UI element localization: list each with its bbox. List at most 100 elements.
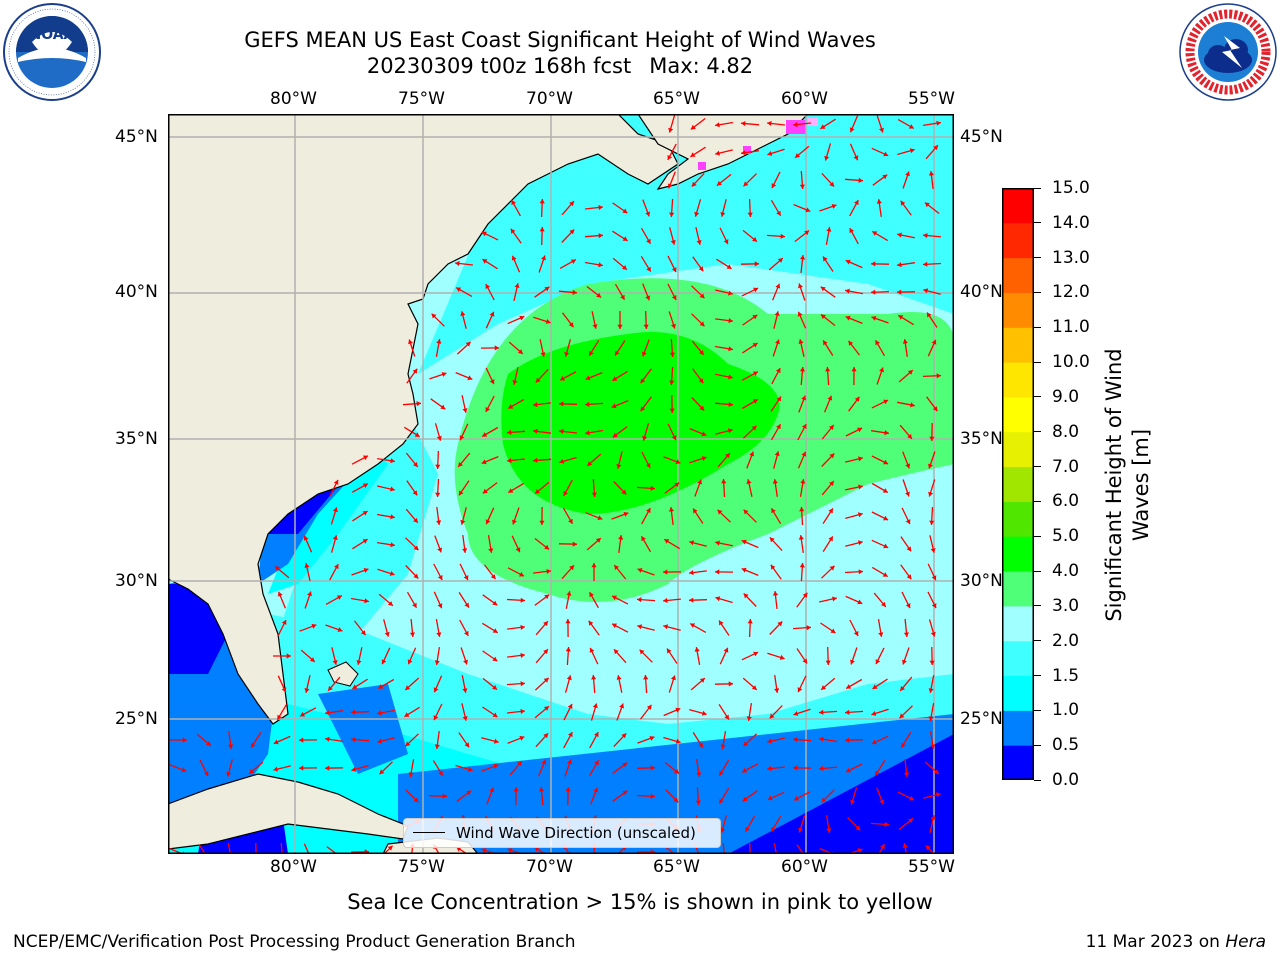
wave-direction-arrowhead <box>325 736 330 742</box>
wave-direction-arrowhead <box>565 787 571 792</box>
wave-direction-arrowhead <box>905 519 911 525</box>
wave-direction-arrowhead <box>377 738 382 744</box>
wave-direction-arrowhead <box>929 436 935 441</box>
nws-logo <box>1179 3 1277 101</box>
wave-direction-arrowhead <box>645 463 651 468</box>
wave-direction-arrowhead <box>459 490 464 496</box>
wave-direction-arrowhead <box>857 540 863 546</box>
wave-direction-arrowhead <box>390 458 395 464</box>
colorbar-tick-label: 0.5 <box>1052 735 1080 756</box>
wave-direction-arrowhead <box>434 660 440 665</box>
wave-direction-arrowhead <box>511 200 516 206</box>
colorbar-tick-mark <box>1034 744 1041 746</box>
wave-direction-arrowhead <box>671 435 677 441</box>
wave-direction-arrowhead <box>277 591 283 597</box>
wave-direction-arrowhead <box>794 795 799 801</box>
wave-zone-1-0m-coast <box>268 444 388 594</box>
wave-direction-arrowhead <box>205 741 211 746</box>
wave-direction-arrowhead <box>377 710 382 716</box>
wave-direction-arrowhead <box>612 432 618 438</box>
lat-tick-right: 45°N <box>960 127 1003 147</box>
map-frame <box>168 114 954 854</box>
wave-direction-arrowhead <box>717 509 723 515</box>
wave-direction-arrowhead <box>592 324 598 329</box>
wave-direction-arrowhead <box>511 255 517 261</box>
colorbar-tick-mark <box>1034 675 1041 677</box>
wave-direction-arrowhead <box>594 732 599 738</box>
wave-direction-arrowhead <box>720 744 726 749</box>
wave-direction-arrowhead <box>408 772 414 777</box>
wave-direction-arrowhead <box>882 572 888 577</box>
wave-direction-arrowhead <box>849 228 854 234</box>
wave-direction-arrowhead <box>691 181 697 187</box>
wave-direction-arrowhead <box>799 563 805 568</box>
wave-direction-arrowhead <box>304 688 310 693</box>
wave-direction-arrowhead <box>540 352 546 357</box>
wave-direction-arrowhead <box>696 240 702 245</box>
wave-direction-arrowhead <box>897 289 902 295</box>
wave-direction-arrowhead <box>845 288 850 294</box>
wave-direction-arrowhead <box>928 716 934 721</box>
wave-direction-arrowhead <box>433 687 439 693</box>
wave-direction-arrowhead <box>801 424 807 429</box>
lon-tick-top: 70°W <box>526 89 573 109</box>
wave-direction-arrowhead <box>774 688 780 693</box>
lat-tick-left: 30°N <box>115 571 158 591</box>
wave-direction-arrowhead <box>699 321 705 327</box>
wave-direction-arrowhead <box>442 793 447 799</box>
wave-direction-arrowhead <box>559 401 564 407</box>
wave-direction-arrowhead <box>360 630 366 636</box>
wave-direction-arrow <box>819 847 835 854</box>
wave-direction-arrowhead <box>724 714 729 720</box>
wave-zone-1-5m-west <box>278 414 438 654</box>
wave-direction-arrowhead <box>325 710 330 716</box>
wave-direction-arrowhead <box>831 204 837 209</box>
wave-direction-arrowhead <box>623 511 629 517</box>
wave-direction-arrowhead <box>332 660 338 665</box>
wave-direction-arrowhead <box>591 492 597 497</box>
wave-direction-arrowhead <box>830 628 836 633</box>
wave-direction-arrowhead <box>857 427 863 433</box>
wave-direction-arrowhead <box>612 623 617 629</box>
wave-direction-arrowhead <box>566 591 572 596</box>
wave-direction-arrowhead <box>492 628 498 633</box>
wave-direction-arrowhead <box>508 404 514 409</box>
wave-direction-arrowhead <box>489 311 495 317</box>
wave-direction-arrowhead <box>747 619 753 624</box>
colorbar-tick-mark <box>1034 779 1041 781</box>
wave-direction-arrowhead <box>413 462 418 467</box>
wave-direction-arrowhead <box>663 569 668 575</box>
wave-direction-arrowhead <box>541 255 546 261</box>
wave-direction-arrowhead <box>585 375 591 381</box>
colorbar-tick-label: 1.0 <box>1052 700 1080 721</box>
wave-direction-arrowhead <box>751 425 757 431</box>
wave-direction-arrowhead <box>699 678 705 683</box>
noaa-logo: NOAA <box>3 3 101 101</box>
wave-direction-arrowhead <box>806 625 811 631</box>
wave-direction-arrowhead <box>650 793 655 799</box>
wave-direction-arrowhead <box>275 566 280 571</box>
wave-direction-arrowhead <box>858 456 863 462</box>
wave-direction-arrowhead <box>743 181 749 187</box>
wave-direction-arrowhead <box>829 565 835 571</box>
wave-direction-arrowhead <box>673 797 679 803</box>
wave-direction-arrowhead <box>622 790 628 796</box>
wave-direction-arrowhead <box>507 429 512 435</box>
wave-direction-arrowhead <box>441 372 447 377</box>
map-legend: Wind Wave Direction (unscaled) <box>403 818 721 848</box>
wave-direction-arrowhead <box>464 742 470 748</box>
colorbar-segment <box>1002 745 1034 780</box>
wave-direction-arrowhead <box>725 453 730 459</box>
wave-direction-arrowhead <box>460 311 466 317</box>
wave-direction-arrowhead <box>741 539 747 545</box>
colorbar-tick-label: 10.0 <box>1052 352 1090 373</box>
wave-direction-arrowhead <box>534 847 540 852</box>
wave-direction-arrowhead <box>695 800 701 805</box>
wave-direction-arrowhead <box>858 484 863 490</box>
wave-direction-arrowhead <box>533 428 538 434</box>
wave-direction-arrowhead <box>567 759 572 765</box>
chart-subtitle: 20230309 t00z 168h fcst Max: 4.82 <box>160 53 960 79</box>
wave-direction-arrow <box>303 843 310 854</box>
lon-tick-bottom: 55°W <box>908 857 955 877</box>
wave-direction-arrowhead <box>332 507 338 513</box>
